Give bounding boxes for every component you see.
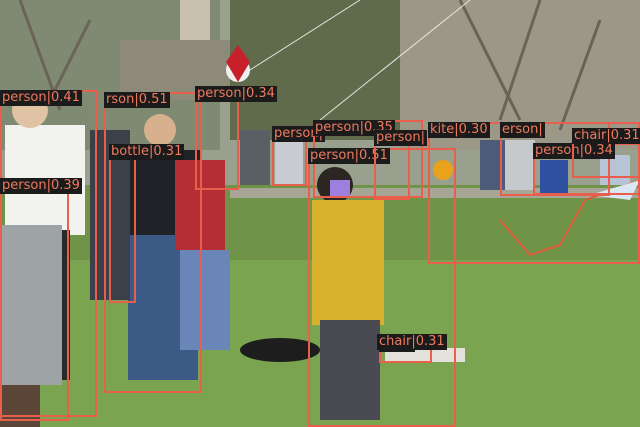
detection-label: person|	[374, 130, 427, 146]
detection-box: person|	[272, 126, 325, 186]
detection-label: bottle|0.31	[109, 144, 185, 160]
detection-box: person|0.39	[0, 178, 82, 421]
detection-label: person|0.39	[0, 178, 82, 194]
detection-label: chair|0.31	[572, 128, 640, 144]
detection-box: person|	[374, 130, 427, 200]
detection-box: person|0.51	[308, 148, 456, 427]
detection-label: person|0.34	[195, 86, 277, 102]
detection-label: kite|0.30	[428, 122, 490, 138]
detection-label: rson|0.51	[104, 92, 170, 108]
detection-box: bottle|0.31	[109, 144, 185, 303]
detection-label: person|0.41	[0, 90, 82, 106]
detection-label: chair|0.31	[377, 334, 447, 350]
detection-label: erson|	[500, 122, 545, 138]
detection-box: chair|0.31	[377, 334, 471, 362]
detection-box: person|0.34	[195, 86, 277, 190]
detection-box: rson|0.51	[104, 92, 202, 393]
detection-label: person|0.51	[308, 148, 390, 164]
detection-box: erson|	[500, 122, 610, 196]
detection-box: chair|0.31	[572, 128, 640, 178]
